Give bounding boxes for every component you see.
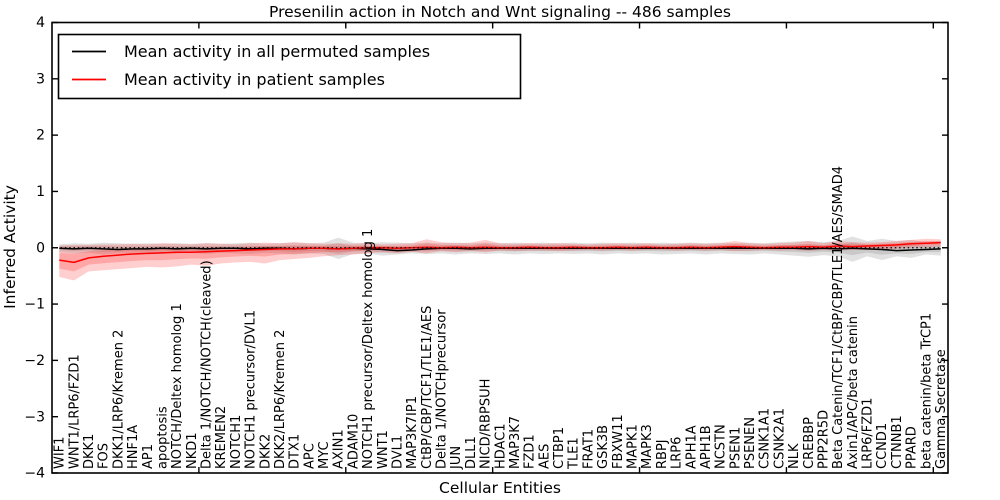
x-category-label: Beta Catenin/TCF1/CtBP/CBP/TLE1/AES/SMAD… <box>831 166 846 469</box>
x-category-label: Delta 1/NOTCHprecursor <box>434 309 449 469</box>
x-category-label: DKK2/LRP6/Kremen 2 <box>273 330 288 469</box>
x-category-label: MAPK1 <box>625 424 640 469</box>
y-tick-label: 1 <box>36 184 45 200</box>
x-category-label: WNT1/LRP6/FZD1 <box>67 354 82 469</box>
x-category-label: CTNNB1 <box>890 415 905 469</box>
x-category-label: APH1A <box>684 425 699 469</box>
x-category-label: MAP3K7 <box>508 416 523 469</box>
x-axis-label: Cellular Entities <box>439 479 561 497</box>
x-category-label: DLL1 <box>464 436 479 469</box>
y-tick-label: 3 <box>36 71 45 87</box>
x-category-label: TLE1 <box>567 437 582 470</box>
x-category-label: LRP6/FZD1 <box>860 398 875 469</box>
legend-box <box>57 33 522 100</box>
x-category-label: AES <box>537 444 552 469</box>
x-category-label: FOS <box>97 443 112 469</box>
x-category-label: AXIN1 <box>332 429 347 469</box>
x-category-label: FBXW11 <box>611 414 626 469</box>
x-category-label: DKK1/LRP6/Kremen 2 <box>111 330 126 469</box>
x-category-label: LRP6 <box>670 437 685 469</box>
axes-layer: WIF1 WNT1/LRP6/FZD1 DKK1 FOS DKK1/LRP6/Kreme… <box>24 15 949 482</box>
x-category-label: NCSTN <box>714 424 729 469</box>
x-category-label: NKD1 <box>185 432 200 469</box>
x-category-label: WIF1 <box>53 437 68 469</box>
permuted-band <box>59 236 941 262</box>
y-axis-label: Inferred Activity <box>1 185 19 309</box>
x-category-label: NOTCH/Deltex homolog 1 <box>170 303 185 469</box>
x-category-label: KREMEN2 <box>214 406 229 469</box>
x-category-label: PPARD <box>905 426 920 469</box>
x-category-label: CSNK2A1 <box>772 408 787 469</box>
x-category-label: DKK1 <box>82 434 97 469</box>
x-category-label: MAP3K7IP1 <box>405 396 420 469</box>
x-category-label: CSNK1A1 <box>758 408 773 469</box>
legend-label-patient: Mean activity in patient samples <box>124 70 385 89</box>
y-tick-label: −2 <box>24 353 45 369</box>
x-category-label: APC <box>302 443 317 469</box>
x-category-label: WNT1 <box>376 430 391 469</box>
y-tick-label: 4 <box>36 15 45 31</box>
x-category-label: FRAT1 <box>581 429 596 469</box>
legend: Mean activity in all permuted samples Me… <box>57 33 522 100</box>
x-category-label: NICD/RBPSUH <box>479 379 494 469</box>
y-tick-label: 2 <box>36 128 45 144</box>
x-category-label: CTBP1 <box>552 427 567 469</box>
x-category-label: AP1 <box>141 444 156 469</box>
x-category-label: NOTCH1 <box>229 415 244 469</box>
x-category-label: PSENEN <box>743 417 758 469</box>
x-category-label: Delta 1/NOTCH/NOTCH(cleaved) <box>199 260 214 469</box>
y-tick-label: 0 <box>36 240 45 256</box>
x-category-label: DKK2 <box>258 434 273 469</box>
x-category-label: CtBP/CBP/TCF1/TLE1/AES <box>420 306 435 469</box>
x-category-label: Gamma Secretase <box>934 349 949 469</box>
x-category-label: HDAC1 <box>493 423 508 469</box>
x-category-label: ADAM10 <box>346 414 361 469</box>
plot-area <box>52 236 948 281</box>
x-category-label: DVL1 <box>390 435 405 469</box>
x-category-label: NLK <box>787 443 802 469</box>
y-tick-label: −4 <box>24 466 45 482</box>
x-category-label: MYC <box>317 441 332 469</box>
x-category-label: MAPK3 <box>640 424 655 469</box>
x-category-label: GSK3B <box>596 425 611 469</box>
x-category-label: JUN <box>449 446 464 470</box>
x-category-label: APH1B <box>699 425 714 469</box>
x-category-label: CCND1 <box>875 423 890 469</box>
legend-label-permuted: Mean activity in all permuted samples <box>124 42 430 61</box>
chart-title: Presenilin action in Notch and Wnt signa… <box>269 3 731 21</box>
x-category-label: NOTCH1 precursor/DVL1 <box>244 310 259 469</box>
y-tick-label: −1 <box>24 297 45 313</box>
x-category-label: CREBBP <box>802 417 817 469</box>
x-category-label: FZD1 <box>523 434 538 469</box>
x-category-label: PPP2R5D <box>816 410 831 469</box>
x-category-label: HNF1A <box>126 425 141 469</box>
x-category-label: Axin1/APC/beta catenin <box>846 316 861 469</box>
x-category-label: apoptosis <box>155 406 170 469</box>
x-category-label: RBPJ <box>655 439 670 469</box>
x-category-label: beta catenin/beta TrCP1 <box>919 313 934 469</box>
x-category-label: NOTCH1 precursor/Deltex homolog 1 <box>361 229 376 469</box>
y-tick-label: −3 <box>24 409 45 425</box>
x-category-label: DTX1 <box>288 434 303 469</box>
x-category-label: PSEN1 <box>728 427 743 469</box>
